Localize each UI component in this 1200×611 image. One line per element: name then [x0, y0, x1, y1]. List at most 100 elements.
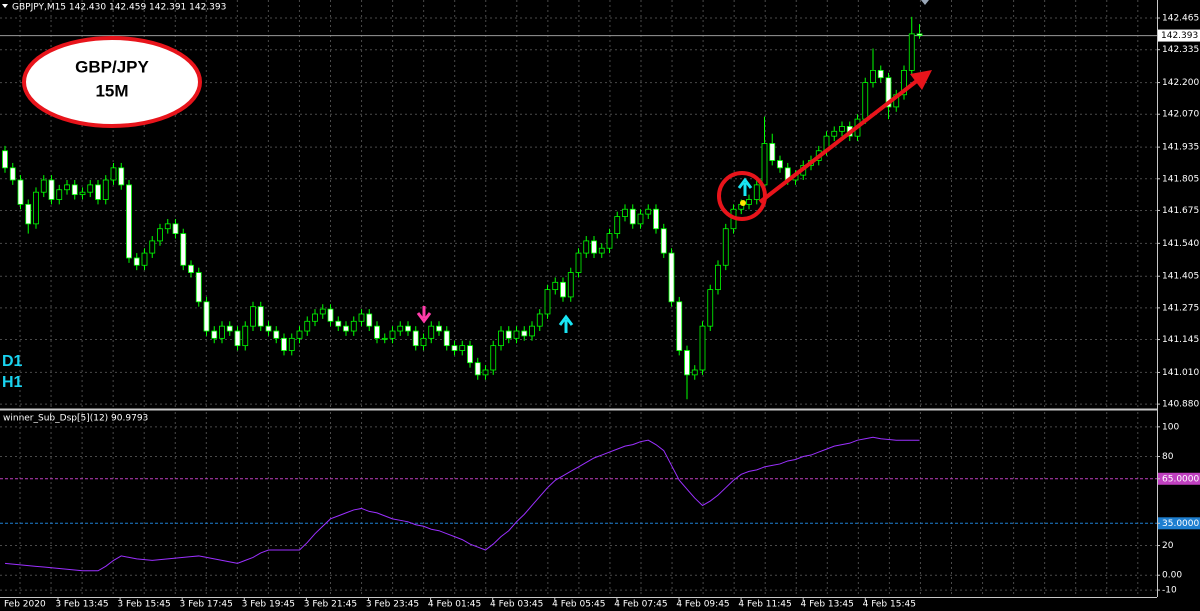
x-tick-label: 3 Feb 23:45	[366, 600, 419, 610]
candle-body	[560, 281, 566, 298]
candle-body	[436, 325, 442, 332]
y-tick-label: 100	[1162, 422, 1179, 432]
candle-body	[412, 330, 419, 347]
y-tick-label: 140.880	[1162, 400, 1199, 410]
candle-body	[141, 252, 148, 266]
candle-body	[769, 143, 776, 161]
chart-title: GBPJPY,M15 142.430 142.459 142.391 142.3…	[12, 3, 226, 13]
candle-body	[374, 325, 380, 339]
candle-body	[9, 167, 16, 181]
candle-body	[203, 301, 210, 332]
candle-body	[304, 320, 311, 332]
candle-body	[242, 325, 249, 347]
y-tick-label: -10	[1162, 586, 1177, 596]
candle-body	[645, 208, 652, 215]
candle-body	[2, 150, 8, 169]
candle-body	[474, 362, 481, 376]
label-bubble	[22, 36, 202, 128]
candle-body	[746, 199, 752, 205]
candle-body	[870, 69, 876, 83]
buy-arrow	[558, 314, 574, 333]
x-tick-label: 3 Feb 13:45	[55, 600, 108, 610]
candle-body	[397, 325, 404, 332]
candle-body	[505, 330, 512, 339]
candle-body	[17, 179, 24, 205]
candle-body	[676, 301, 683, 351]
x-tick-label: 4 Feb 01:45	[428, 600, 481, 610]
candle-body	[296, 330, 303, 339]
candle-body	[110, 167, 117, 181]
candle-body	[265, 325, 272, 332]
candle-body	[164, 223, 171, 230]
candle-body	[536, 313, 543, 327]
candle-body	[48, 179, 55, 200]
candle-body	[219, 325, 225, 339]
candle-body	[226, 325, 233, 332]
candle-body	[319, 308, 326, 315]
candle-body	[753, 184, 760, 200]
candle-body	[451, 345, 458, 351]
y-tick-label: 35.0000	[1162, 519, 1199, 529]
candle-body	[195, 272, 202, 303]
candle-body	[575, 252, 582, 273]
candle-body	[188, 264, 194, 273]
signal-dot	[740, 200, 746, 206]
x-tick-label: 3 Feb 21:45	[304, 600, 357, 610]
candle-body	[777, 160, 783, 169]
candle-body	[281, 337, 287, 351]
annotation-pair: GBP/JPY	[75, 57, 149, 76]
last-price-label: 142.393	[1161, 31, 1198, 41]
candle-body	[591, 240, 597, 254]
candle-body	[901, 69, 907, 96]
candle-body	[684, 350, 690, 376]
candle-body	[211, 330, 218, 339]
x-tick-label: 4 Feb 09:45	[676, 600, 729, 610]
candle-body	[366, 313, 373, 327]
candle-body	[133, 257, 140, 266]
annotation-d1: D1	[2, 353, 23, 370]
candle-body	[715, 264, 721, 291]
candle-body	[335, 320, 342, 327]
candle-body	[95, 184, 101, 200]
candle-body	[126, 184, 132, 259]
y-tick-label: 141.275	[1162, 303, 1199, 313]
x-tick-label: 4 Feb 15:45	[863, 600, 916, 610]
x-tick-label: 4 Feb 07:45	[614, 600, 667, 610]
buy-arrow	[737, 177, 753, 196]
candle-body	[350, 320, 357, 332]
indicator-line	[4, 436, 920, 572]
candle-body	[583, 240, 590, 254]
candle-body	[312, 313, 318, 322]
y-tick-label: 141.805	[1162, 174, 1199, 184]
candle-body	[606, 233, 613, 249]
candle-body	[273, 330, 280, 339]
candle-body	[87, 184, 94, 193]
y-tick-label: 65.0000	[1162, 474, 1199, 484]
candle-body	[831, 130, 838, 137]
candle-body	[629, 208, 636, 225]
candle-body	[544, 289, 551, 315]
candle-body	[149, 240, 156, 254]
sell-arrow	[416, 306, 432, 324]
x-tick-label: 3 Feb 15:45	[117, 600, 170, 610]
y-tick-label: 141.010	[1162, 368, 1199, 378]
candle-body	[908, 33, 915, 71]
y-tick-label: 142.335	[1162, 45, 1199, 55]
menu-triangle[interactable]	[2, 4, 8, 8]
candle-body	[288, 337, 295, 351]
candle-body	[668, 252, 675, 303]
y-tick-label: 141.540	[1162, 239, 1199, 249]
candle-body	[64, 184, 70, 191]
candle-body	[653, 208, 659, 230]
candle-body	[467, 345, 473, 364]
candle-body	[343, 325, 349, 332]
candle-body	[761, 143, 768, 186]
candle-body	[405, 325, 411, 332]
x-tick-label: 4 Feb 03:45	[490, 600, 543, 610]
annotation-timeframe: 15M	[95, 81, 128, 100]
x-tick-label: 4 Feb 13:45	[801, 600, 854, 610]
x-tick-label: 3 Feb 19:45	[242, 600, 295, 610]
x-tick-label: Feb 2020	[4, 600, 46, 610]
candle-body	[459, 345, 466, 351]
annotation-h1: H1	[2, 374, 23, 391]
